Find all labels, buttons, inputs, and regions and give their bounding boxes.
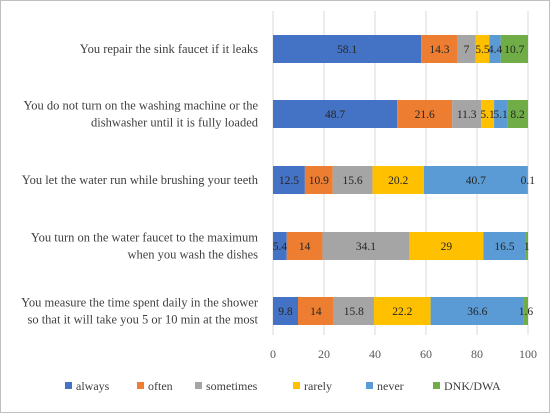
data-label: 5.4	[273, 241, 288, 253]
data-label: 20.2	[388, 175, 408, 187]
legend-swatch	[433, 382, 440, 389]
data-label: 5.1	[493, 109, 508, 121]
legend-label: sometimes	[206, 379, 258, 393]
legend: always often sometimes rarely never DNK/DWA	[65, 379, 501, 393]
data-label: 8.2	[510, 109, 525, 121]
data-label: 9.8	[278, 306, 293, 318]
bar-always-4	[273, 297, 298, 325]
category-label: You repair the sink faucet if it leaks	[80, 42, 258, 56]
bar-always-2	[273, 166, 305, 194]
category-label: when you wash the dishes	[127, 248, 258, 262]
data-label: 36.6	[467, 306, 487, 318]
legend-swatch	[65, 382, 72, 389]
legend-label: never	[377, 379, 404, 393]
data-label: 15.6	[342, 175, 362, 187]
bar-sometimes-2	[332, 166, 373, 194]
legend-item-never: never	[366, 379, 404, 393]
bar-never-1	[494, 100, 508, 128]
data-label: 15.8	[344, 306, 364, 318]
bar-sometimes-3	[322, 232, 410, 260]
bar-often-4	[297, 297, 334, 325]
legend-label: DNK/DWA	[444, 379, 501, 393]
tick-label: 80	[471, 347, 483, 361]
legend-item-rarely: rarely	[293, 379, 332, 393]
data-label: 48.7	[325, 109, 345, 121]
bar-rarely-1	[481, 100, 495, 128]
data-labels: 58.1 14.3 7 5.54.4 10.748.7 21.6 11.3 5.15.1 8.2…	[273, 44, 536, 318]
bar-dnk-dwa-4	[523, 297, 528, 325]
legend-item-often: often	[137, 379, 173, 393]
bar-always-0	[273, 35, 422, 63]
bar-rarely-4	[373, 297, 431, 325]
legend-item-always: always	[65, 379, 110, 393]
data-label: 10.7	[504, 44, 524, 56]
category-label: You do not turn on the washing machine o…	[24, 99, 259, 113]
category-labels: You repair the sink faucet if it leaks Yo…	[21, 42, 259, 327]
data-label: 22.2	[392, 306, 412, 318]
category-label: so that it will take you 5 or 10 min at …	[27, 313, 258, 327]
category-label: You let the water run while brushing you…	[22, 173, 259, 187]
data-label: 21.6	[415, 109, 435, 121]
bar-often-3	[286, 232, 323, 260]
bar-never-4	[430, 297, 524, 325]
bar-always-1	[273, 100, 398, 128]
tick-label: 0	[270, 347, 276, 361]
data-label: 1	[524, 241, 530, 253]
legend-label: rarely	[304, 379, 332, 393]
bar-never-0	[489, 35, 501, 63]
data-label: 4.4	[488, 44, 503, 56]
data-label: 1.6	[519, 306, 534, 318]
legend-label: often	[148, 379, 173, 393]
data-label: 0.1	[521, 175, 536, 187]
bar-never-2	[423, 166, 528, 194]
bar-often-0	[421, 35, 458, 63]
legend-item-dnk-dwa: DNK/DWA	[433, 379, 501, 393]
data-label: 7	[464, 44, 470, 56]
data-label: 5.1	[480, 109, 495, 121]
data-label: 14	[299, 241, 311, 253]
data-label: 12.5	[279, 175, 299, 187]
category-label: You measure the time spent daily in the …	[21, 296, 259, 310]
legend-swatch	[366, 382, 373, 389]
bar-often-1	[397, 100, 453, 128]
bar-sometimes-0	[457, 35, 476, 63]
bar-dnk-dwa-3	[525, 232, 528, 260]
data-label: 40.7	[466, 175, 486, 187]
bar-dnk-dwa-1	[507, 100, 528, 128]
data-label: 14	[310, 306, 322, 318]
bar-never-3	[483, 232, 526, 260]
data-label: 11.3	[457, 109, 477, 121]
category-label: dishwasher until it is fully loaded	[91, 116, 259, 130]
x-axis-ticks: 0 20 40 60 80 100	[270, 347, 537, 361]
bar-rarely-0	[475, 35, 490, 63]
legend-swatch	[293, 382, 300, 389]
data-label: 14.3	[429, 44, 449, 56]
legend-label: always	[76, 379, 110, 393]
bar-often-2	[304, 166, 333, 194]
data-label: 5.5	[475, 44, 490, 56]
data-label: 58.1	[337, 44, 357, 56]
data-label: 16.5	[494, 241, 514, 253]
data-label: 10.9	[309, 175, 329, 187]
bar-dnk-dwa-0	[500, 35, 528, 63]
tick-label: 100	[519, 347, 537, 361]
data-label: 34.1	[356, 241, 376, 253]
bar-sometimes-4	[333, 297, 374, 325]
bar-rarely-2	[372, 166, 424, 194]
bar-sometimes-1	[452, 100, 482, 128]
tick-label: 40	[369, 347, 381, 361]
bars	[273, 35, 528, 325]
legend-item-sometimes: sometimes	[195, 379, 258, 393]
data-label: 29	[441, 241, 453, 253]
legend-swatch	[195, 382, 202, 389]
legend-swatch	[137, 382, 144, 389]
tick-label: 20	[318, 347, 330, 361]
bar-always-3	[273, 232, 287, 260]
category-label: You turn on the water faucet to the maxi…	[31, 231, 258, 245]
tick-label: 60	[420, 347, 432, 361]
bar-rarely-3	[409, 232, 484, 260]
